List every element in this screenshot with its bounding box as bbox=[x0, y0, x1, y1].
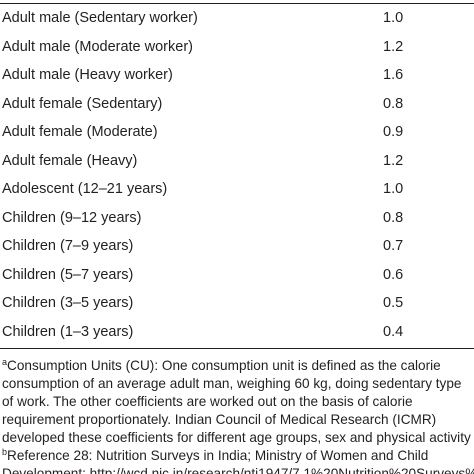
footnote-marker: a bbox=[2, 357, 8, 367]
table-row: Children (7–9 years) 0.7 bbox=[0, 232, 474, 260]
row-value: 0.4 bbox=[383, 323, 404, 340]
table-row: Adult female (Sedentary) 0.8 bbox=[0, 90, 474, 118]
row-value: 0.6 bbox=[383, 266, 404, 283]
footnote-line: Development; http://wcd.nic.in/research/… bbox=[2, 465, 474, 474]
table-row: Adult male (Moderate worker) 1.2 bbox=[0, 33, 474, 61]
row-label: Children (9–12 years) bbox=[2, 209, 142, 226]
row-label: Children (7–9 years) bbox=[2, 238, 134, 254]
table-row: Adolescent (12–21 years) 1.0 bbox=[0, 175, 474, 203]
table-row: Adult female (Heavy) 1.2 bbox=[0, 147, 474, 175]
footnote-line: consumption of an average adult man, wei… bbox=[2, 375, 474, 393]
table-rule bbox=[0, 3, 474, 4]
table-row: Adult male (Sedentary worker) 1.0 bbox=[0, 4, 474, 32]
row-value: 0.8 bbox=[383, 95, 404, 112]
footnote-text: consumption of an average adult man, wei… bbox=[2, 376, 462, 391]
footnote-text: developed these coefficients for differe… bbox=[2, 430, 471, 445]
row-value: 0.5 bbox=[383, 295, 404, 311]
row-value: 1.6 bbox=[383, 67, 404, 83]
table-rule bbox=[0, 348, 474, 349]
row-label: Adult female (Sedentary) bbox=[2, 95, 163, 112]
footnote-line: bReference 28: Nutrition Surveys in Indi… bbox=[2, 447, 474, 465]
footnote-text: of work. The other coefficients are work… bbox=[2, 394, 413, 409]
footnote-text: Reference 28: Nutrition Surveys in India… bbox=[7, 448, 429, 463]
table-row: Children (1–3 years) 0.4 bbox=[0, 318, 474, 346]
footnotes: aConsumption Units (CU): One consumption… bbox=[2, 357, 474, 474]
footnote-text: Development; http://wcd.nic.in/research/… bbox=[2, 466, 474, 474]
row-label: Adult male (Heavy worker) bbox=[2, 67, 173, 83]
row-value: 0.8 bbox=[383, 209, 404, 226]
row-label: Adult female (Moderate) bbox=[2, 124, 158, 140]
footnote-line: aConsumption Units (CU): One consumption… bbox=[2, 357, 474, 375]
row-label: Children (1–3 years) bbox=[2, 323, 134, 340]
row-value: 0.7 bbox=[383, 238, 404, 254]
footnote-line: of work. The other coefficients are work… bbox=[2, 393, 474, 411]
footnote-marker: b bbox=[2, 447, 8, 457]
row-label: Adult male (Moderate worker) bbox=[2, 38, 193, 55]
footnote-line: requirement proportionately. Indian Coun… bbox=[2, 411, 474, 429]
table-row: Adult male (Heavy worker) 1.6 bbox=[0, 61, 474, 89]
row-label: Children (5–7 years) bbox=[2, 266, 134, 283]
row-value: 1.0 bbox=[383, 10, 404, 26]
footnote-text: Consumption Units (CU): One consumption … bbox=[7, 358, 441, 373]
row-label: Children (3–5 years) bbox=[2, 295, 134, 311]
footnote-text: requirement proportionately. Indian Coun… bbox=[2, 412, 437, 427]
row-value: 1.2 bbox=[383, 152, 404, 169]
row-label: Adolescent (12–21 years) bbox=[2, 181, 168, 197]
row-value: 1.2 bbox=[383, 38, 404, 55]
row-label: Adult male (Sedentary worker) bbox=[2, 10, 198, 26]
table-row: Children (5–7 years) 0.6 bbox=[0, 261, 474, 289]
row-value: 1.0 bbox=[383, 181, 404, 197]
footnote-line: developed these coefficients for differe… bbox=[2, 429, 474, 447]
row-value: 0.9 bbox=[383, 124, 404, 140]
table-row: Children (9–12 years) 0.8 bbox=[0, 204, 474, 232]
table-row: Adult female (Moderate) 0.9 bbox=[0, 118, 474, 146]
row-label: Adult female (Heavy) bbox=[2, 152, 138, 169]
table-row: Children (3–5 years) 0.5 bbox=[0, 289, 474, 317]
